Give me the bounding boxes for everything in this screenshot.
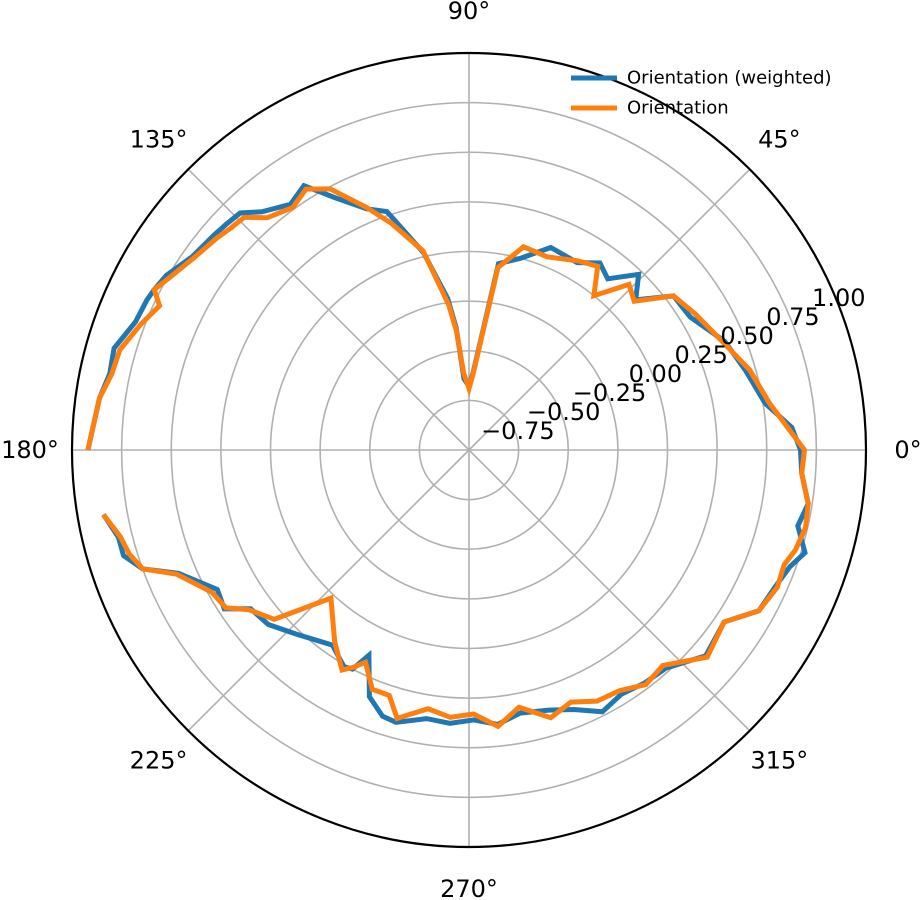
legend: Orientation (weighted) Orientation: [571, 68, 832, 119]
r-tick-label: 0.25: [675, 341, 728, 369]
theta-tick-label: 45°: [758, 126, 801, 154]
r-tick-label: 0.75: [766, 303, 819, 331]
theta-tick-label: 270°: [440, 875, 498, 900]
r-tick-label: −0.50: [527, 398, 601, 426]
theta-tick-label: 90°: [448, 0, 491, 25]
legend-label: Orientation: [627, 98, 729, 119]
theta-tick-label: 180°: [1, 436, 59, 464]
r-tick-label: −0.75: [481, 417, 555, 445]
polar-grid: [72, 53, 866, 847]
series-layer: [85, 182, 811, 730]
series-line-orientation-weighted: [85, 182, 811, 728]
legend-label: Orientation (weighted): [627, 68, 832, 89]
r-tick-label: 0.50: [720, 322, 773, 350]
theta-gridline-225: [187, 449, 470, 732]
theta-gridline-45: [468, 168, 751, 451]
theta-gridline-315: [468, 449, 751, 732]
polar-frame: [70, 51, 868, 849]
theta-tick-label: 225°: [130, 746, 188, 774]
r-tick-label: −0.25: [573, 379, 647, 407]
series-line-orientation: [85, 186, 811, 730]
theta-gridline-135: [187, 168, 470, 451]
theta-tick-label: 0°: [894, 436, 921, 464]
theta-tick-label: 315°: [751, 746, 809, 774]
r-tick-label: 1.00: [812, 284, 865, 312]
r-tick-label: 0.00: [629, 360, 682, 388]
theta-tick-label: 135°: [130, 126, 188, 154]
